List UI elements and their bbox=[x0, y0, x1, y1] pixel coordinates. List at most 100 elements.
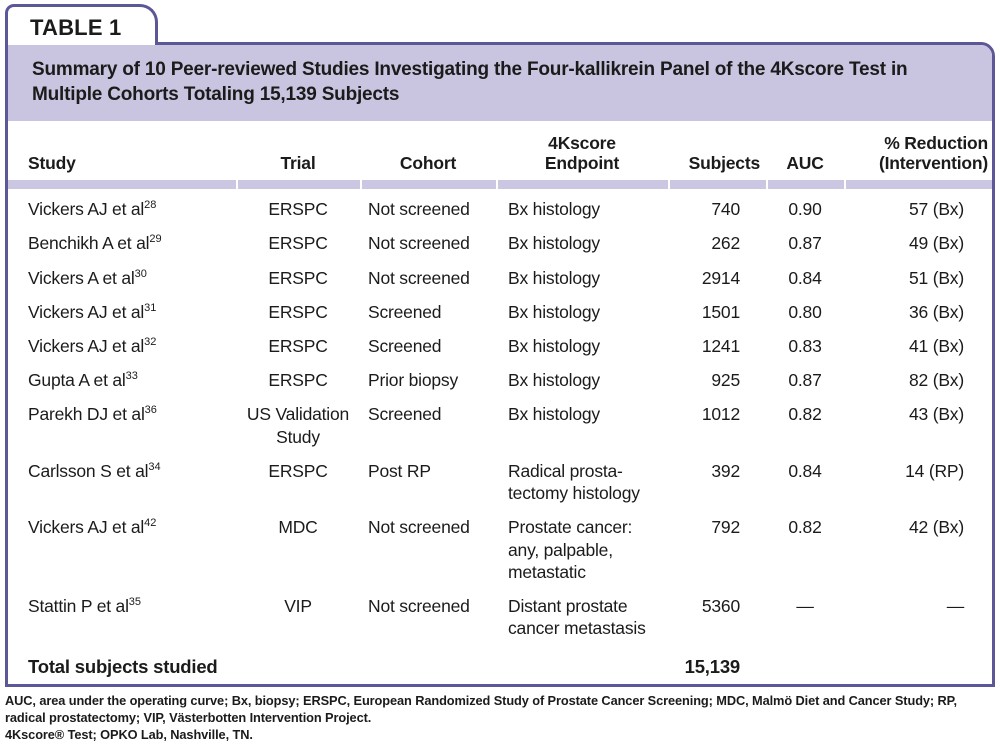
study-name: Vickers AJ et al bbox=[28, 517, 145, 538]
cell-subjects: 1012 bbox=[701, 404, 740, 425]
reference-number: 33 bbox=[125, 370, 138, 383]
cell-cohort: Not screened bbox=[368, 233, 470, 254]
cell-auc: 0.83 bbox=[788, 336, 822, 356]
cell-reduction: 41 (Bx) bbox=[908, 336, 964, 356]
cell-subjects: 792 bbox=[711, 517, 740, 538]
cell-cohort: Screened bbox=[368, 336, 442, 356]
cell-reduction: 36 (Bx) bbox=[908, 301, 964, 322]
cell-reduction: 57 (Bx) bbox=[908, 199, 964, 220]
cell-subjects: 1501 bbox=[701, 301, 740, 322]
column-header-auc: AUC bbox=[786, 152, 824, 173]
cell-subjects: 925 bbox=[711, 370, 740, 391]
cell-auc: 0.87 bbox=[788, 233, 822, 254]
cell-endpoint: Bx histology bbox=[508, 267, 600, 288]
cell-cohort: Screened bbox=[368, 301, 442, 322]
table-row: Carlsson S et al34 ERSPC Post RP Radical… bbox=[8, 455, 992, 511]
total-auc-empty bbox=[766, 646, 844, 684]
cell-reduction: 49 (Bx) bbox=[908, 233, 964, 254]
cell-study: Vickers AJ et al42 bbox=[8, 511, 236, 590]
cell-endpoint: Bx histology bbox=[508, 404, 600, 425]
cell-study: Vickers AJ et al28 bbox=[8, 189, 236, 227]
table-row: Vickers AJ et al42 MDC Not screened Pros… bbox=[8, 511, 992, 590]
study-name: Vickers A et al bbox=[28, 267, 135, 288]
cell-subjects: 740 bbox=[711, 199, 740, 220]
column-header-endpoint: 4Kscore Endpoint bbox=[544, 132, 620, 173]
cell-trial: ERSPC bbox=[268, 233, 328, 254]
separator-segment bbox=[496, 180, 668, 190]
cell-cohort: Post RP bbox=[368, 460, 431, 481]
table-number-label: TABLE 1 bbox=[30, 14, 122, 40]
table-number-tab: TABLE 1 bbox=[5, 4, 158, 45]
cell-trial: ERSPC bbox=[268, 336, 328, 356]
cell-endpoint: Distant prostate cancer metastasis bbox=[508, 595, 646, 639]
column-header-reduction: % Reduction (Intervention) bbox=[878, 132, 988, 173]
cell-trial: ERSPC bbox=[268, 460, 328, 481]
reference-number: 34 bbox=[148, 461, 161, 474]
column-header-trial: Trial bbox=[280, 152, 316, 173]
reference-number: 30 bbox=[134, 267, 147, 280]
table-body-area: Study Trial Cohort 4Kscore Endpoint Subj… bbox=[8, 121, 992, 684]
total-reduction-empty bbox=[844, 646, 992, 684]
reference-number: 31 bbox=[144, 301, 157, 314]
cell-reduction: 51 (Bx) bbox=[908, 267, 964, 288]
reference-number: 32 bbox=[144, 336, 157, 349]
cell-reduction: 14 (RP) bbox=[905, 460, 964, 481]
table-row: Vickers AJ et al28 ERSPC Not screened Bx… bbox=[8, 189, 992, 227]
cell-endpoint: Bx histology bbox=[508, 233, 600, 254]
separator-segment bbox=[766, 180, 844, 190]
study-name: Benchikh A et al bbox=[28, 233, 150, 254]
cell-study: Stattin P et al35 bbox=[8, 590, 236, 646]
study-name: Gupta A et al bbox=[28, 370, 126, 391]
table-row: Stattin P et al35 VIP Not screened Dista… bbox=[8, 590, 992, 646]
reference-number: 28 bbox=[144, 199, 157, 212]
table-title: Summary of 10 Peer-reviewed Studies Inve… bbox=[32, 59, 908, 106]
table-row: Vickers AJ et al32 ERSPC Screened Bx his… bbox=[8, 330, 992, 364]
cell-study: Vickers A et al30 bbox=[8, 262, 236, 296]
cell-endpoint: Radical prosta- tectomy histology bbox=[508, 460, 640, 504]
cell-reduction: 42 (Bx) bbox=[908, 517, 964, 538]
table-row: Gupta A et al33 ERSPC Prior biopsy Bx hi… bbox=[8, 364, 992, 398]
cell-auc: 0.84 bbox=[788, 460, 822, 481]
cell-endpoint: Prostate cancer: any, palpable, metastat… bbox=[508, 517, 633, 582]
cell-subjects: 5360 bbox=[701, 595, 740, 616]
cell-cohort: Prior biopsy bbox=[368, 370, 458, 391]
cell-cohort: Not screened bbox=[368, 595, 470, 616]
cell-reduction: 82 (Bx) bbox=[908, 370, 964, 391]
cell-study: Parekh DJ et al36 bbox=[8, 398, 236, 454]
cell-auc: 0.82 bbox=[788, 404, 822, 425]
total-row: Total subjects studied 15,139 bbox=[8, 646, 992, 684]
separator-segment bbox=[8, 180, 236, 190]
cell-endpoint: Bx histology bbox=[508, 370, 600, 391]
table-title-banner: Summary of 10 Peer-reviewed Studies Inve… bbox=[8, 45, 992, 121]
table-row: Parekh DJ et al36 US Validation Study Sc… bbox=[8, 398, 992, 454]
footnote-abbreviations: AUC, area under the operating curve; Bx,… bbox=[5, 693, 957, 726]
study-name: Parekh DJ et al bbox=[28, 404, 145, 425]
cell-cohort: Not screened bbox=[368, 199, 470, 220]
separator-segment bbox=[360, 180, 496, 190]
cell-auc: 0.90 bbox=[788, 199, 822, 220]
cell-study: Vickers AJ et al32 bbox=[8, 330, 236, 364]
table-row: Vickers AJ et al31 ERSPC Screened Bx his… bbox=[8, 296, 992, 330]
cell-trial: US Validation Study bbox=[246, 404, 350, 447]
cell-auc: 0.80 bbox=[788, 301, 822, 322]
cell-cohort: Not screened bbox=[368, 267, 470, 288]
cell-study: Vickers AJ et al31 bbox=[8, 296, 236, 330]
separator-segment bbox=[668, 180, 766, 190]
cell-subjects: 262 bbox=[711, 233, 740, 254]
reference-number: 35 bbox=[128, 596, 142, 609]
cell-subjects: 2914 bbox=[701, 267, 740, 288]
table-row: Benchikh A et al29 ERSPC Not screened Bx… bbox=[8, 227, 992, 261]
table-row: Vickers A et al30 ERSPC Not screened Bx … bbox=[8, 262, 992, 296]
separator-segment bbox=[844, 180, 992, 190]
cell-auc: 0.84 bbox=[788, 267, 822, 288]
total-subjects-value: 15,139 bbox=[684, 656, 741, 678]
footnote-trademark: 4Kscore® Test; OPKO Lab, Nashville, TN. bbox=[5, 727, 253, 743]
study-name: Stattin P et al bbox=[28, 595, 129, 616]
cell-auc: 0.87 bbox=[788, 370, 822, 391]
cell-study: Gupta A et al33 bbox=[8, 364, 236, 398]
reference-number: 29 bbox=[149, 233, 162, 246]
total-label: Total subjects studied bbox=[28, 656, 218, 678]
cell-trial: MDC bbox=[278, 517, 318, 538]
cell-study: Carlsson S et al34 bbox=[8, 455, 236, 511]
cell-auc: 0.82 bbox=[788, 517, 822, 538]
